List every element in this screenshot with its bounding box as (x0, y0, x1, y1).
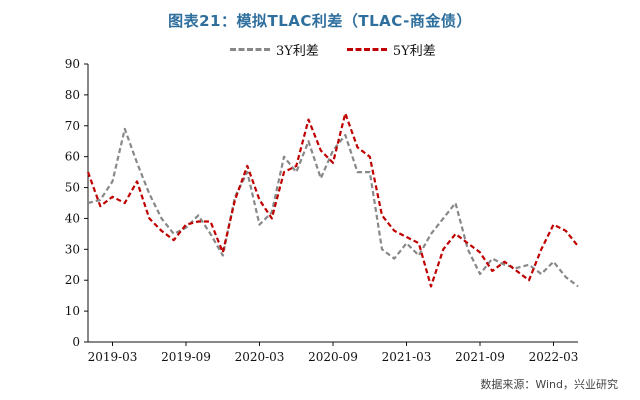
x-tick-label: 2022-03 (529, 350, 579, 364)
legend-label-5y: 5Y利差 (392, 44, 436, 59)
y-tick-label: 10 (65, 304, 80, 318)
legend-label-3y: 3Y利差 (276, 44, 319, 59)
x-tick-label: 2021-03 (382, 350, 432, 364)
y-tick-label: 30 (65, 242, 80, 256)
y-tick-label: 60 (65, 150, 80, 164)
y-tick-label: 70 (65, 119, 80, 133)
x-tick-label: 2019-09 (161, 350, 211, 364)
y-tick-label: 40 (65, 211, 80, 225)
series-line-3y (87, 127, 579, 288)
x-tick-label: 2020-03 (235, 350, 285, 364)
series-line-5y (86, 112, 579, 288)
chart-title: 图表21：模拟TLAC利差（TLAC-商金债） (168, 12, 472, 30)
legend-swatch-5y (346, 48, 387, 51)
legend: 3Y利差 5Y利差 (230, 40, 436, 59)
y-tick-label: 90 (65, 57, 80, 71)
data-source: 数据来源：Wind，兴业研究 (480, 378, 618, 391)
x-tick-label: 2020-09 (308, 350, 358, 364)
x-tick-label: 2021-09 (455, 350, 505, 364)
y-tick-label: 80 (65, 88, 80, 102)
legend-item-5y: 5Y利差 (346, 40, 436, 59)
x-tick-label: 2019-03 (88, 350, 138, 364)
y-tick-label: 50 (65, 181, 80, 195)
y-tick-label: 0 (72, 335, 80, 349)
legend-swatch-3y (230, 48, 270, 51)
legend-item-3y: 3Y利差 (230, 40, 319, 59)
y-tick-label: 20 (65, 273, 80, 287)
